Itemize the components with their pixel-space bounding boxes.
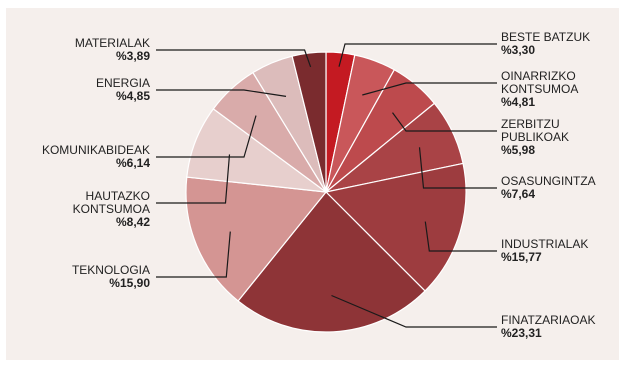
leader-line-8	[156, 115, 257, 158]
pie-slice-5	[237, 191, 426, 333]
leader-line-3	[418, 147, 497, 189]
slice-label: ZERBITZU	[501, 117, 560, 131]
slice-label: MATERIALAK	[75, 36, 150, 50]
slice-value: %4,85	[116, 89, 150, 103]
leader-line-2	[392, 112, 497, 132]
slice-label: FINATZARIAOAK	[501, 313, 595, 327]
slice-value: %7,64	[501, 187, 535, 201]
leader-line-9	[156, 89, 287, 97]
slice-label: ENERGIA	[96, 76, 150, 90]
slice-value: %15,77	[501, 250, 542, 264]
leader-line-5	[331, 294, 497, 328]
slice-value: %3,30	[501, 43, 535, 57]
leader-line-6	[156, 231, 231, 278]
slice-value: %23,31	[501, 326, 542, 340]
slice-value: %15,90	[109, 276, 150, 290]
leader-line-1	[362, 82, 497, 96]
slice-label: INDUSTRIALAK	[501, 237, 588, 251]
slice-value: %5,98	[501, 143, 535, 157]
leader-line-4	[424, 221, 497, 252]
slice-label: BESTE BATZUK	[501, 30, 590, 44]
leader-line-10	[156, 49, 312, 68]
slice-labels: BESTE BATZUK%3,30OINARRIZKOKONTSUMOA%4,8…	[42, 30, 596, 340]
slice-label: KONTSUMOA	[73, 202, 150, 216]
leader-line-0	[338, 43, 497, 67]
slice-value: %8,42	[116, 215, 150, 229]
slice-label: TEKNOLOGIA	[72, 263, 150, 277]
slice-label: KOMUNIKABIDEAK	[42, 143, 150, 157]
slice-value: %6,14	[116, 156, 150, 170]
slice-value: %4,81	[501, 95, 535, 109]
slice-label: HAUTAZKO	[86, 189, 150, 203]
pie-slice-10	[291, 51, 327, 193]
slice-label: PUBLIKOAK	[501, 130, 569, 144]
pie-slice-4	[324, 162, 467, 292]
slice-label: KONTSUMOA	[501, 82, 578, 96]
slice-value: %3,89	[116, 49, 150, 63]
pie-slice-6	[185, 176, 328, 302]
slice-label: OINARRIZKO	[501, 69, 576, 83]
slice-label: OSASUNGINTZA	[501, 174, 596, 188]
pie-slices	[185, 51, 467, 333]
leader-line-7	[156, 154, 231, 204]
leader-lines	[156, 43, 497, 328]
